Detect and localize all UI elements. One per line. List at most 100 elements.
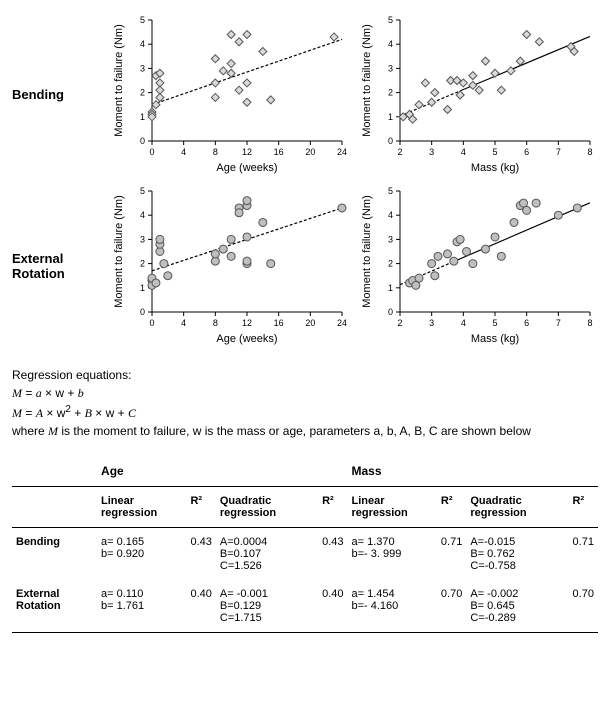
row-label-bending: Bending: [12, 12, 102, 177]
svg-text:1: 1: [140, 283, 145, 293]
svg-text:5: 5: [140, 15, 145, 25]
svg-text:8: 8: [587, 318, 592, 328]
svg-text:3: 3: [388, 63, 393, 73]
svg-text:12: 12: [242, 147, 252, 157]
svg-text:0: 0: [140, 307, 145, 317]
svg-text:8: 8: [213, 147, 218, 157]
panel-extrot-age: 01234504812162024Age (weeks)Moment to fa…: [110, 183, 350, 348]
svg-text:4: 4: [461, 147, 466, 157]
col-quad-age: Quadratic regression: [216, 487, 318, 528]
svg-text:3: 3: [429, 147, 434, 157]
svg-text:Moment to failure (Nm): Moment to failure (Nm): [113, 195, 125, 307]
svg-text:2: 2: [388, 88, 393, 98]
svg-text:24: 24: [337, 318, 347, 328]
svg-text:5: 5: [388, 15, 393, 25]
table-cell: a= 1.370 b=- 3. 999: [348, 528, 437, 580]
row-label: Bending: [12, 528, 97, 580]
svg-text:2: 2: [397, 318, 402, 328]
svg-text:6: 6: [524, 318, 529, 328]
table-cell: 0.43: [186, 528, 215, 580]
svg-text:Mass (kg): Mass (kg): [471, 162, 519, 174]
svg-text:8: 8: [213, 318, 218, 328]
svg-text:0: 0: [149, 318, 154, 328]
svg-text:2: 2: [140, 88, 145, 98]
svg-text:24: 24: [337, 147, 347, 157]
col-group-age: Age: [97, 456, 347, 487]
eq-desc: where M is the moment to failure, w is t…: [12, 422, 598, 440]
figure-grid: Bending 01234504812162024Age (weeks)Mome…: [12, 12, 598, 348]
table-cell: 0.43: [318, 528, 347, 580]
svg-text:3: 3: [140, 63, 145, 73]
table-cell: 0.40: [318, 580, 347, 633]
svg-text:16: 16: [274, 147, 284, 157]
svg-text:0: 0: [140, 136, 145, 146]
table-cell: A=-0.015 B= 0.762 C=-0.758: [466, 528, 568, 580]
col-r2-3: R²: [437, 487, 466, 528]
table-cell: A= -0.002 B= 0.645 C=-0.289: [466, 580, 568, 633]
svg-text:4: 4: [388, 39, 393, 49]
table-cell: 0.70: [437, 580, 466, 633]
svg-text:1: 1: [388, 112, 393, 122]
svg-text:4: 4: [140, 39, 145, 49]
svg-text:8: 8: [587, 147, 592, 157]
eq-linear: M = a × w + b: [12, 384, 598, 402]
table-cell: 0.71: [569, 528, 598, 580]
svg-text:Moment to failure (Nm): Moment to failure (Nm): [361, 195, 373, 307]
svg-text:7: 7: [556, 318, 561, 328]
svg-text:4: 4: [388, 210, 393, 220]
svg-text:20: 20: [305, 318, 315, 328]
table-cell: A= -0.001 B=0.129 C=1.715: [216, 580, 318, 633]
svg-text:0: 0: [388, 307, 393, 317]
table-row: Bendinga= 0.165 b= 0.9200.43A=0.0004 B=0…: [12, 528, 598, 580]
svg-text:3: 3: [140, 234, 145, 244]
svg-text:5: 5: [388, 186, 393, 196]
table-cell: 0.70: [569, 580, 598, 633]
table-cell: A=0.0004 B=0.107 C=1.526: [216, 528, 318, 580]
col-r2-1: R²: [186, 487, 215, 528]
svg-text:20: 20: [305, 147, 315, 157]
svg-text:2: 2: [388, 259, 393, 269]
svg-text:2: 2: [140, 259, 145, 269]
col-group-mass: Mass: [348, 456, 599, 487]
svg-text:2: 2: [397, 147, 402, 157]
table-cell: a= 0.165 b= 0.920: [97, 528, 186, 580]
col-r2-4: R²: [569, 487, 598, 528]
svg-text:4: 4: [140, 210, 145, 220]
col-lin-age: Linear regression: [97, 487, 186, 528]
svg-text:6: 6: [524, 147, 529, 157]
col-header-row: Linear regression R² Quadratic regressio…: [12, 487, 598, 528]
col-r2-2: R²: [318, 487, 347, 528]
regression-table: Age Mass Linear regression R² Quadratic …: [12, 456, 598, 633]
svg-text:3: 3: [388, 234, 393, 244]
row-label: External Rotation: [12, 580, 97, 633]
svg-text:Age (weeks): Age (weeks): [216, 162, 277, 174]
svg-text:4: 4: [181, 147, 186, 157]
svg-text:Moment to failure (Nm): Moment to failure (Nm): [113, 24, 125, 136]
table-row: External Rotationa= 0.110 b= 1.7610.40A=…: [12, 580, 598, 633]
svg-text:Moment to failure (Nm): Moment to failure (Nm): [361, 24, 373, 136]
table-cell: a= 0.110 b= 1.761: [97, 580, 186, 633]
svg-text:4: 4: [181, 318, 186, 328]
svg-text:16: 16: [274, 318, 284, 328]
svg-text:0: 0: [149, 147, 154, 157]
svg-text:1: 1: [388, 283, 393, 293]
svg-text:Age (weeks): Age (weeks): [216, 333, 277, 345]
svg-text:0: 0: [388, 136, 393, 146]
panel-bending-age: 01234504812162024Age (weeks)Moment to fa…: [110, 12, 350, 177]
table-cell: 0.71: [437, 528, 466, 580]
eq-intro: Regression equations:: [12, 366, 598, 384]
eq-quadratic: M = A × w2 + B × w + C: [12, 402, 598, 422]
svg-text:4: 4: [461, 318, 466, 328]
panel-extrot-mass: 0 1 2 3 4 5 2 3 4 5 6 7 8 Mass (kg) Moment to failure …: [358, 183, 598, 348]
col-lin-mass: Linear regression: [348, 487, 437, 528]
svg-text:Mass (kg): Mass (kg): [471, 333, 519, 345]
table-cell: a= 1.454 b=- 4.160: [348, 580, 437, 633]
svg-text:5: 5: [492, 147, 497, 157]
row-label-extrot: External Rotation: [12, 183, 102, 348]
svg-text:3: 3: [429, 318, 434, 328]
svg-text:5: 5: [492, 318, 497, 328]
col-quad-mass: Quadratic regression: [466, 487, 568, 528]
equations: Regression equations: M = a × w + b M = …: [12, 366, 598, 440]
table-cell: 0.40: [186, 580, 215, 633]
svg-text:7: 7: [556, 147, 561, 157]
